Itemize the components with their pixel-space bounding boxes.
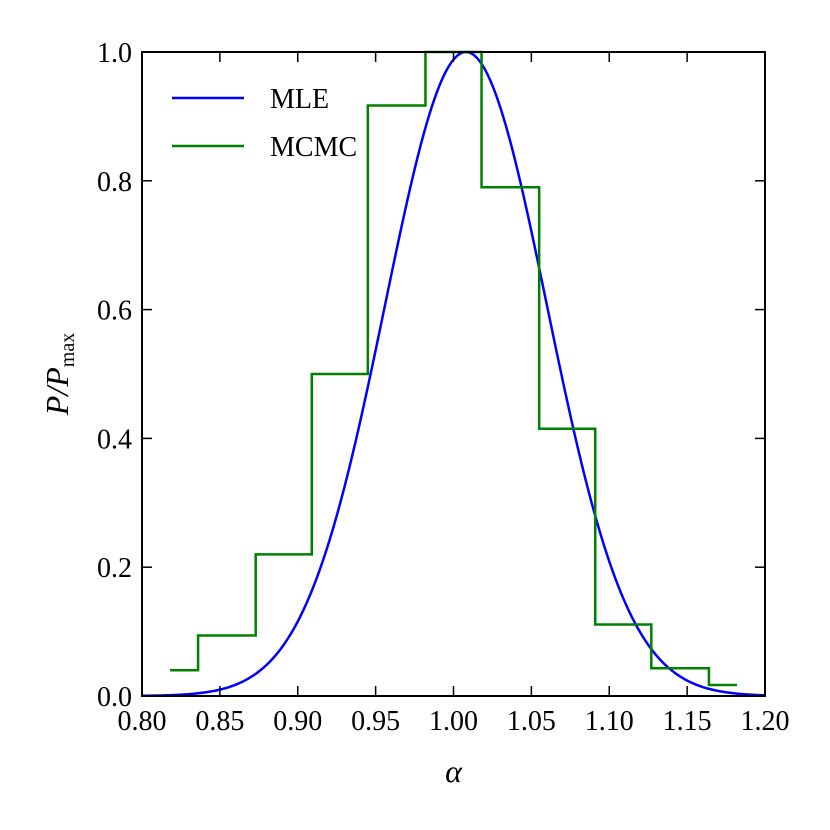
x-tick-label: 1.10 <box>585 706 634 737</box>
x-tick-label: 1.15 <box>663 706 712 737</box>
plot-series <box>141 50 766 698</box>
x-tick-label: 0.85 <box>195 706 244 737</box>
x-tick-label: 0.95 <box>351 706 400 737</box>
y-tick-label: 0.0 <box>97 682 132 713</box>
y-tick-label: 0.2 <box>97 553 132 584</box>
legend: MLE MCMC <box>172 84 357 163</box>
legend-label-mle: MLE <box>270 84 329 115</box>
y-tick-label: 0.6 <box>97 296 132 327</box>
legend-label-mcmc: MCMC <box>270 132 357 163</box>
x-tick-label: 1.20 <box>741 706 790 737</box>
x-tick-label: 0.80 <box>118 706 167 737</box>
x-tick-label: 1.05 <box>507 706 556 737</box>
y-axis-label: P/Pmax <box>39 333 79 416</box>
x-axis-label: α <box>445 753 463 789</box>
y-tick-label: 0.8 <box>97 167 132 198</box>
series-mle <box>141 50 766 698</box>
axis-ticks <box>141 51 766 697</box>
tick-labels: 0.80 0.85 0.90 0.95 1.00 1.05 1.10 1.15 1.20 0.0 0… <box>97 38 790 737</box>
plot-frame <box>141 51 766 697</box>
series-mcmc <box>170 50 737 687</box>
x-tick-label: 1.00 <box>429 706 478 737</box>
y-tick-label: 0.4 <box>97 424 132 455</box>
x-tick-label: 0.90 <box>273 706 322 737</box>
y-tick-label: 1.0 <box>97 38 132 69</box>
